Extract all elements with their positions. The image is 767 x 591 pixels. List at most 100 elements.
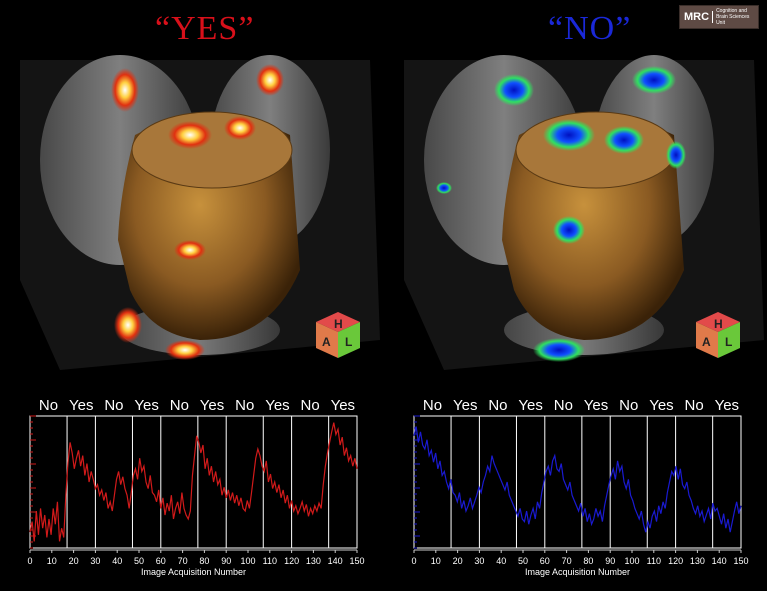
activation-blob xyxy=(604,126,644,154)
activation-blob xyxy=(543,119,595,151)
plot-frame xyxy=(413,415,742,549)
plot-frame xyxy=(29,415,358,549)
mrc-logo: MRC Cognition and Brain Sciences Unit xyxy=(679,5,759,29)
x-tick-label: 100 xyxy=(624,556,639,566)
x-axis-label: Image Acquisition Number xyxy=(525,567,630,577)
yes-block xyxy=(646,415,677,549)
block-label: No xyxy=(170,397,189,414)
x-tick-label: 110 xyxy=(263,556,277,566)
x-tick-label: 120 xyxy=(284,556,299,566)
x-tick-label: 130 xyxy=(690,556,705,566)
x-tick-label: 20 xyxy=(453,556,463,566)
block-label: No xyxy=(39,397,58,414)
x-tick-label: 110 xyxy=(647,556,661,566)
yes-block xyxy=(262,415,293,549)
x-tick-label: 40 xyxy=(496,556,506,566)
block-label: Yes xyxy=(584,397,608,414)
block-label: Yes xyxy=(69,397,93,414)
block-label: Yes xyxy=(453,397,477,414)
block-label: Yes xyxy=(134,397,158,414)
x-tick-label: 50 xyxy=(518,556,528,566)
x-tick-label: 100 xyxy=(240,556,255,566)
cube-label-a: A xyxy=(702,335,711,349)
no-title: “NO” xyxy=(548,10,632,47)
x-tick-label: 90 xyxy=(605,556,615,566)
block-label: Yes xyxy=(200,397,224,414)
orientation-cube: H A L xyxy=(316,312,360,358)
x-tick-label: 40 xyxy=(112,556,122,566)
x-axis-label: Image Acquisition Number xyxy=(141,567,246,577)
logo-text-line1: Cognition and xyxy=(716,8,747,14)
block-label: No xyxy=(685,397,704,414)
series-line xyxy=(29,422,358,542)
yes-block xyxy=(197,415,227,549)
activation-blob xyxy=(224,116,256,140)
yes-block xyxy=(515,415,546,549)
x-tick-label: 60 xyxy=(156,556,166,566)
yes-block xyxy=(712,415,742,549)
activation-blob xyxy=(666,141,686,169)
x-tick-label: 60 xyxy=(540,556,550,566)
x-tick-label: 80 xyxy=(583,556,593,566)
block-label: Yes xyxy=(649,397,673,414)
activation-blob xyxy=(256,64,284,96)
cube-label-l: L xyxy=(725,335,732,349)
activation-blob xyxy=(111,68,139,112)
brain-surface xyxy=(515,111,677,189)
block-label: Yes xyxy=(265,397,289,414)
yes-timecourse-chart: No Yes No Yes No Yes No Yes No Yes 0 10 20 30 40 50 60 70… xyxy=(27,397,364,577)
block-label: No xyxy=(104,397,123,414)
x-tick-label: 140 xyxy=(328,556,343,566)
block-label: Yes xyxy=(331,397,355,414)
x-tick-label: 130 xyxy=(306,556,321,566)
block-label: No xyxy=(235,397,254,414)
x-tick-label: 0 xyxy=(411,556,416,566)
logo-text-line2: Brain Sciences Unit xyxy=(716,14,750,26)
x-tick-label: 50 xyxy=(134,556,144,566)
yes-block xyxy=(450,415,480,549)
block-label: No xyxy=(619,397,638,414)
activation-blob xyxy=(165,340,205,360)
logo-abbr: MRC xyxy=(680,11,714,23)
x-tick-label: 0 xyxy=(27,556,32,566)
activation-blob xyxy=(533,338,585,362)
x-tick-label: 20 xyxy=(69,556,79,566)
block-label: No xyxy=(423,397,442,414)
x-tick-label: 30 xyxy=(90,556,100,566)
block-label: No xyxy=(554,397,573,414)
block-label: Yes xyxy=(518,397,542,414)
x-tick-label: 10 xyxy=(47,556,57,566)
x-tick-label: 10 xyxy=(431,556,441,566)
x-tick-label: 150 xyxy=(733,556,748,566)
activation-blob xyxy=(632,66,676,94)
x-tick-label: 150 xyxy=(349,556,364,566)
logo-text: Cognition and Brain Sciences Unit xyxy=(713,8,758,26)
brain-surface xyxy=(131,111,293,189)
brain-render-no: H A L xyxy=(404,55,764,370)
activation-blob xyxy=(436,182,452,194)
cube-label-l: L xyxy=(345,335,352,349)
orientation-cube: H A L xyxy=(696,312,740,358)
cube-label-h: H xyxy=(714,317,723,331)
x-tick-label: 30 xyxy=(474,556,484,566)
activation-blob xyxy=(114,307,142,343)
x-tick-label: 70 xyxy=(178,556,188,566)
x-tick-label: 140 xyxy=(712,556,727,566)
yes-block xyxy=(328,415,358,549)
activation-blob xyxy=(553,216,585,244)
activation-blob xyxy=(174,240,206,260)
x-tick-label: 70 xyxy=(562,556,572,566)
brain-render-yes: H A L xyxy=(20,55,380,370)
yes-block xyxy=(66,415,96,549)
block-label: No xyxy=(301,397,320,414)
x-tick-label: 80 xyxy=(199,556,209,566)
yes-block xyxy=(581,415,611,549)
x-tick-label: 120 xyxy=(668,556,683,566)
series-line xyxy=(413,426,742,533)
cube-label-a: A xyxy=(322,335,331,349)
yes-title: “YES” xyxy=(155,10,255,47)
cube-label-h: H xyxy=(334,317,343,331)
block-label: No xyxy=(488,397,507,414)
block-label: Yes xyxy=(715,397,739,414)
x-tick-label: 90 xyxy=(221,556,231,566)
